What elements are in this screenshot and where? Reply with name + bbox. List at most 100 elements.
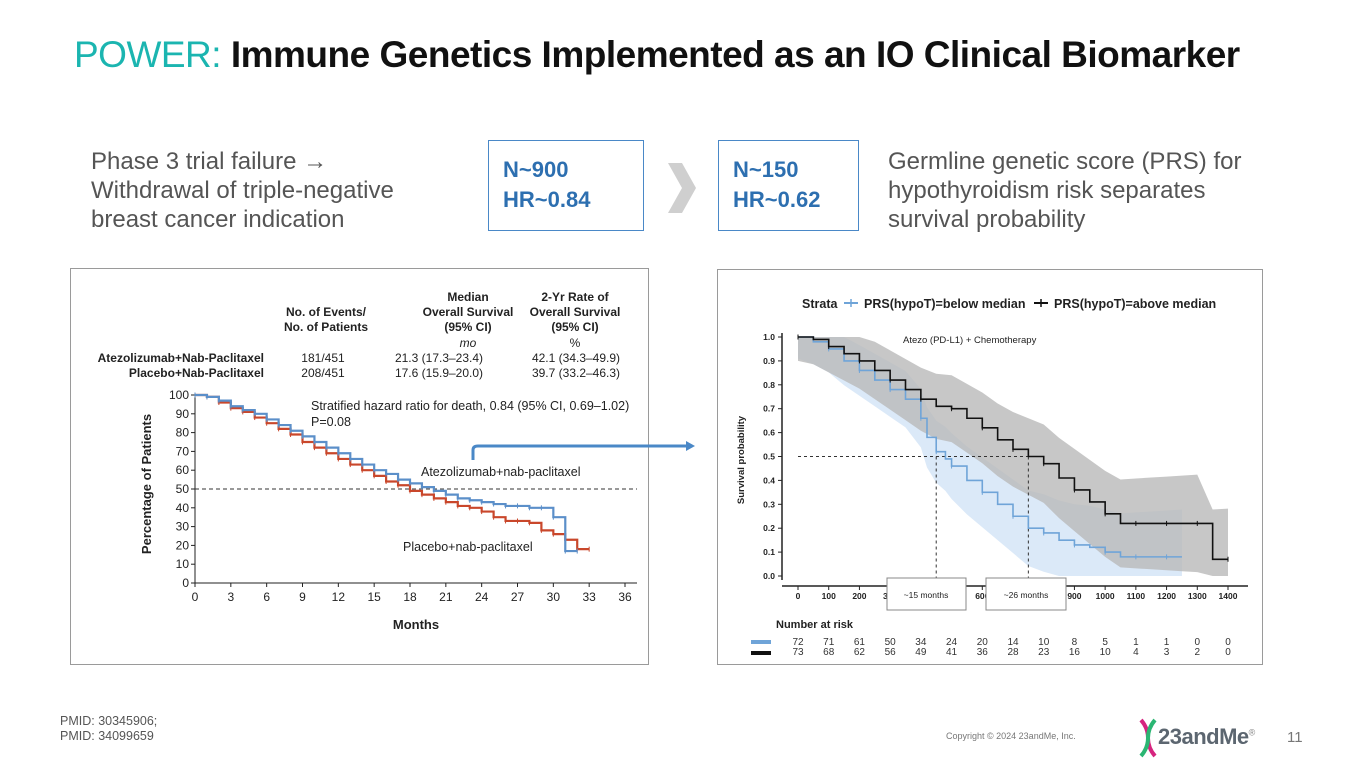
risk-table-cell: 71 <box>823 637 835 648</box>
os-pvalue: P=0.08 <box>311 415 351 429</box>
os-row-events: 181/451 <box>301 351 345 365</box>
risk-table-cell: 28 <box>1007 647 1019 658</box>
risk-table-cell: 56 <box>885 647 897 658</box>
os-row-events: 208/451 <box>301 366 345 380</box>
median-label: ~26 months <box>1004 590 1049 600</box>
risk-table-cell: 10 <box>1038 637 1050 648</box>
risk-table-cell: 20 <box>977 637 989 648</box>
prs-legend-label: PRS(hypoT)=above median <box>1054 297 1216 311</box>
right-line-2: hypothyroidism risk separates <box>888 177 1206 204</box>
os-hazard-ratio: Stratified hazard ratio for death, 0.84 … <box>311 399 629 413</box>
risk-swatch-below <box>751 640 771 644</box>
brand-name: 23andMe® <box>1158 724 1255 750</box>
trial-hr: HR~0.84 <box>503 187 591 212</box>
prs-series-line <box>798 336 1182 558</box>
title-accent: POWER: <box>74 34 222 75</box>
os-table-header: Median <box>447 290 488 304</box>
os-x-tick-label: 27 <box>511 590 525 604</box>
os-x-tick-label: 33 <box>582 590 596 604</box>
os-x-tick-label: 6 <box>263 590 270 604</box>
trial-summary-box: N~900 HR~0.84 <box>488 140 644 231</box>
reference-1: PMID: 30345906; <box>60 714 158 728</box>
os-table-header: No. of Patients <box>284 320 368 334</box>
os-series-label: Atezolizumab+nab-paclitaxel <box>421 465 580 479</box>
os-y-tick-label: 30 <box>176 520 190 534</box>
os-table-unit: % <box>570 336 581 350</box>
os-row-rate: 39.7 (33.2–46.3) <box>532 366 620 380</box>
page-number: 11 <box>1287 729 1303 746</box>
prs-legend-title: Strata <box>802 297 838 311</box>
os-series-label: Placebo+nab-paclitaxel <box>403 540 533 554</box>
risk-table-cell: 0 <box>1225 637 1231 648</box>
os-xlabel: Months <box>393 617 439 632</box>
prs-annotation: Atezo (PD-L1) + Chemotherapy <box>903 335 1037 346</box>
os-row-arm: Atezolizumab+Nab-Paclitaxel <box>98 351 264 365</box>
prs-x-tick-label: 900 <box>1067 591 1081 601</box>
risk-table-cell: 34 <box>915 637 927 648</box>
prs-y-tick-label: 0.2 <box>763 523 775 533</box>
risk-table-cell: 36 <box>977 647 989 658</box>
os-table-header: Overall Survival <box>423 305 514 319</box>
os-y-tick-label: 100 <box>169 388 189 402</box>
os-row-median: 17.6 (15.9–20.0) <box>395 366 483 380</box>
copyright: Copyright © 2024 23andMe, Inc. <box>946 731 1076 741</box>
risk-table-cell: 10 <box>1100 647 1112 658</box>
os-y-tick-label: 90 <box>176 407 190 421</box>
brand-mark: ® <box>1248 727 1256 738</box>
prs-hr: HR~0.62 <box>733 187 821 212</box>
risk-table-cell: 8 <box>1072 637 1078 648</box>
prs-y-tick-label: 0.7 <box>763 404 775 414</box>
prs-x-tick-label: 1100 <box>1127 591 1146 601</box>
prs-summary-box: N~150 HR~0.62 <box>718 140 859 231</box>
left-description: Phase 3 trial failure → Withdrawal of tr… <box>91 147 471 234</box>
os-x-tick-label: 15 <box>367 590 381 604</box>
risk-table-title: Number at risk <box>776 619 854 631</box>
os-x-tick-label: 36 <box>618 590 632 604</box>
os-x-tick-label: 12 <box>332 590 346 604</box>
left-line-3: breast cancer indication <box>91 206 345 233</box>
risk-table-cell: 72 <box>792 637 804 648</box>
title-main: Immune Genetics Implemented as an IO Cli… <box>230 34 1240 75</box>
risk-table-cell: 24 <box>946 637 958 648</box>
prs-y-tick-label: 1.0 <box>763 332 775 342</box>
os-table-header: No. of Events/ <box>286 305 367 319</box>
prs-y-tick-label: 0.8 <box>763 380 775 390</box>
right-line-3: survival probability <box>888 206 1086 233</box>
prs-legend-label: PRS(hypoT)=below median <box>864 297 1025 311</box>
prs-x-tick-label: 600 <box>975 591 989 601</box>
risk-table-cell: 3 <box>1164 647 1170 658</box>
prs-y-tick-label: 0.6 <box>763 428 775 438</box>
right-line-1: Germline genetic score (PRS) for <box>888 148 1242 175</box>
reference-2: PMID: 34099659 <box>60 729 154 743</box>
prs-n: N~150 <box>733 157 799 182</box>
risk-table-cell: 0 <box>1225 647 1231 658</box>
prs-ylabel: Survival probability <box>736 415 747 504</box>
os-x-tick-label: 9 <box>299 590 306 604</box>
prs-x-tick-label: 0 <box>796 591 801 601</box>
risk-table-cell: 62 <box>854 647 866 658</box>
risk-table-cell: 23 <box>1038 647 1050 658</box>
risk-table-cell: 68 <box>823 647 835 658</box>
left-line-1: Phase 3 trial failure → <box>91 148 328 175</box>
trial-n: N~900 <box>503 157 569 182</box>
median-box <box>985 577 1067 611</box>
os-chart-panel: No. of Events/ No. of Patients Median Ov… <box>70 268 649 665</box>
median-label: ~15 months <box>904 590 949 600</box>
os-table-header: 2-Yr Rate of <box>541 290 609 304</box>
prs-y-tick-label: 0.5 <box>763 452 775 462</box>
risk-table-cell: 73 <box>792 647 804 658</box>
risk-table-cell: 50 <box>885 637 897 648</box>
prs-series-line <box>798 336 1228 561</box>
prs-x-tick-label: 1400 <box>1219 591 1238 601</box>
os-chart: No. of Events/ No. of Patients Median Ov… <box>98 290 637 632</box>
os-row-median: 21.3 (17.3–23.4) <box>395 351 483 365</box>
right-description: Germline genetic score (PRS) for hypothy… <box>888 147 1288 234</box>
left-line-2: Withdrawal of triple-negative <box>91 177 394 204</box>
risk-table-cell: 41 <box>946 647 958 658</box>
os-table-header: (95% CI) <box>551 320 598 334</box>
median-box <box>886 577 967 611</box>
os-y-tick-label: 50 <box>176 482 190 496</box>
os-table-unit: mo <box>460 336 477 350</box>
prs-chart: Strata PRS(hypoT)=below median PRS(hypoT… <box>736 297 1248 658</box>
os-ylabel: Percentage of Patients <box>139 414 154 554</box>
